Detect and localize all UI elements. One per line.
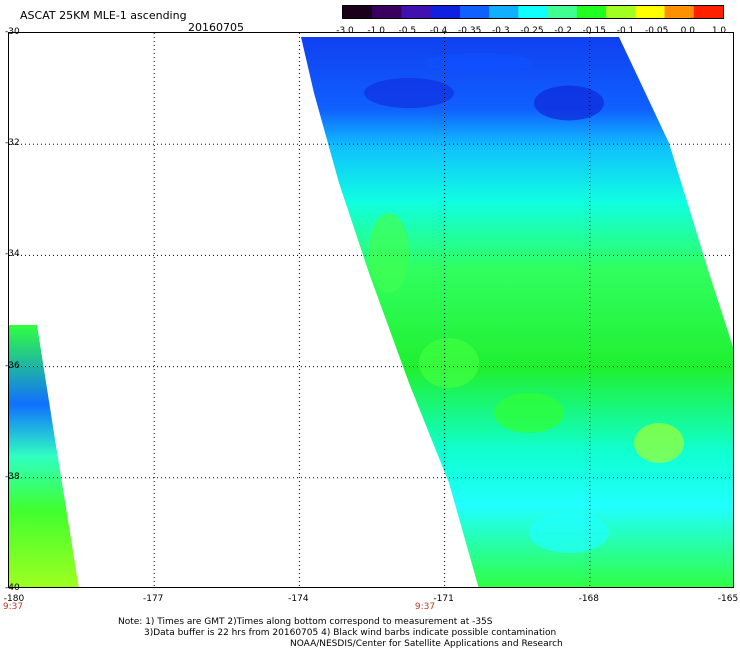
note-line-1: Note: 1) Times are GMT 2)Times along bot…	[118, 617, 493, 627]
colorbar-label: -3.0	[336, 26, 354, 36]
colorbar-label: -1.0	[367, 26, 385, 36]
colorbar-segment	[372, 6, 402, 18]
chart-date: 20160705	[188, 21, 244, 34]
note-line-3: NOAA/NESDIS/Center for Satellite Applica…	[290, 639, 563, 649]
x-tick-label: -174	[288, 594, 309, 604]
y-tick-label: -36	[5, 360, 20, 371]
swath-patch	[494, 393, 564, 433]
swath-main	[301, 37, 733, 587]
colorbar-label: 0.0	[680, 26, 695, 36]
colorbar-label: -0.5	[398, 26, 417, 36]
y-tick-label: -34	[5, 249, 20, 260]
swath-layer	[9, 37, 733, 587]
x-tick-label: -177	[142, 594, 164, 604]
colorbar-label: -0.35	[458, 26, 482, 36]
colorbar-segment	[430, 6, 461, 18]
x-tick-label: -165	[717, 594, 739, 604]
swath-patch	[424, 53, 534, 73]
colorbar-label: -0.4	[429, 26, 448, 36]
x-tick-label: -171	[433, 594, 454, 604]
colorbar-segment	[489, 6, 519, 18]
colorbar-segment	[401, 6, 432, 18]
colorbar-label: -0.1	[616, 26, 635, 36]
y-tick-label: -32	[5, 138, 20, 149]
colorbar-segment	[664, 6, 695, 18]
swath-patch	[364, 78, 454, 108]
y-tick-label: -38	[5, 471, 20, 482]
colorbar-segment	[459, 6, 490, 18]
swath-patch	[534, 85, 604, 121]
grid-layer	[9, 33, 733, 587]
map-plot-area	[8, 32, 734, 588]
swath-patch	[369, 213, 409, 293]
colorbar	[342, 5, 724, 19]
colorbar-segment	[576, 6, 607, 18]
colorbar-segment	[606, 6, 636, 18]
colorbar-label: -0.3	[492, 26, 510, 36]
swath-patch	[634, 423, 684, 463]
swath-left	[9, 325, 79, 587]
colorbar-segment	[343, 6, 373, 18]
note-line-2: 3)Data buffer is 22 hrs from 20160705 4)…	[144, 628, 557, 638]
colorbar-label: -0.15	[582, 26, 606, 36]
colorbar-segment	[518, 6, 549, 18]
colorbar-segment	[547, 6, 578, 18]
y-tick-label: -30	[5, 27, 20, 37]
colorbar-label: 1.0	[711, 26, 727, 36]
colorbar-label: -0.25	[520, 26, 544, 36]
time-label-right: 9:37	[414, 602, 436, 612]
colorbar-label: -0.05	[645, 26, 669, 36]
colorbar-segment	[693, 6, 723, 18]
x-tick-label: -180	[3, 594, 25, 604]
swath-patch	[419, 338, 479, 388]
x-tick-label: -168	[578, 594, 600, 604]
y-tick-label: -40	[5, 583, 20, 593]
time-label-left: 9:37	[2, 602, 24, 612]
swath-patch	[529, 513, 609, 553]
colorbar-segment	[635, 6, 666, 18]
chart-title: ASCAT 25KM MLE-1 ascending	[20, 9, 187, 22]
colorbar-label: -0.2	[554, 26, 572, 36]
